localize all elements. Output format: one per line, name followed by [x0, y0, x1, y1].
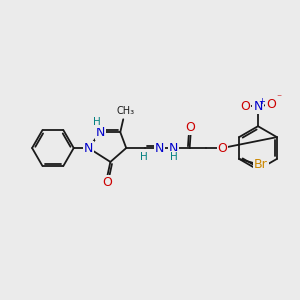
Text: O: O	[218, 142, 227, 154]
Text: ⁻: ⁻	[276, 94, 281, 103]
Text: O: O	[103, 176, 112, 189]
Text: H: H	[170, 152, 178, 162]
Text: O: O	[186, 121, 196, 134]
Text: Br: Br	[254, 158, 268, 171]
Text: H: H	[140, 152, 148, 162]
Text: CH₃: CH₃	[116, 106, 134, 116]
Text: N: N	[96, 126, 105, 139]
Text: N: N	[84, 142, 93, 154]
Text: N: N	[169, 142, 178, 154]
Text: N: N	[253, 100, 263, 113]
Text: +: +	[259, 97, 266, 106]
Text: H: H	[93, 117, 101, 127]
Text: N: N	[155, 142, 165, 154]
Text: O: O	[266, 98, 276, 111]
Text: O: O	[240, 100, 250, 113]
